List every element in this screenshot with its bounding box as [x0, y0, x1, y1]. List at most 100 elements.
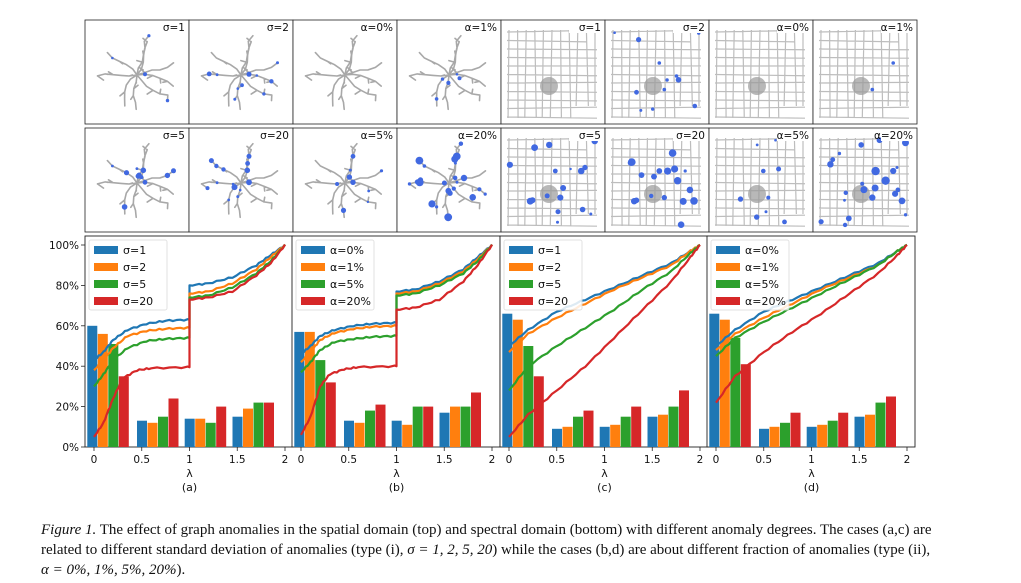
bar: [552, 428, 562, 447]
bar: [391, 420, 402, 447]
anomaly-node: [141, 168, 145, 172]
legend-entry: α=0%: [330, 244, 364, 257]
bar: [460, 406, 471, 447]
legend-swatch: [94, 280, 118, 288]
bar: [87, 325, 98, 447]
anomaly-node: [881, 176, 890, 185]
series-curve: [93, 244, 286, 438]
anomaly-node: [557, 194, 564, 201]
graph-dense-core: [644, 185, 662, 203]
anomaly-node: [143, 72, 147, 77]
bar: [184, 418, 195, 447]
legend-entry: σ=5: [123, 278, 146, 291]
x-tick-label: 1.5: [436, 454, 453, 466]
anomaly-node: [205, 186, 210, 191]
thumbnail-label: σ=1: [579, 22, 601, 34]
anomaly-node: [171, 168, 176, 174]
legend: α=0% α=1% α=5% α=20%: [295, 239, 375, 311]
anomaly-node: [860, 181, 865, 186]
anomaly-node: [674, 74, 679, 78]
bar: [439, 412, 450, 447]
anomaly-node: [221, 167, 226, 172]
bar: [264, 402, 274, 447]
thumbnail-label: α=0%: [777, 22, 809, 34]
x-axis-label: λ: [186, 467, 193, 480]
legend-swatch: [509, 297, 533, 305]
anomaly-node: [686, 186, 694, 194]
anomaly-node: [121, 204, 128, 210]
anomaly-node: [668, 149, 677, 157]
graph-dense-core: [540, 185, 558, 203]
anomaly-node: [634, 89, 639, 95]
x-tick-label: 0: [506, 454, 513, 466]
x-axis-label: λ: [808, 467, 815, 480]
anomaly-node: [111, 56, 114, 60]
anomaly-node: [367, 189, 371, 193]
thumbnail-label: α=5%: [361, 130, 393, 142]
chart-panel: 0 0.5 1 1.5 2 λ(b) α=0% α=1% α=5% α=20%: [291, 235, 501, 494]
caption-math-sigma: σ = 1, 2, 5, 20: [407, 542, 493, 558]
graph-dense-core: [852, 185, 870, 203]
bar: [668, 406, 679, 447]
bar: [97, 333, 108, 447]
anomaly-node: [206, 71, 212, 77]
x-tick-label: 2: [697, 454, 704, 466]
bar: [679, 390, 689, 447]
anomaly-node: [662, 87, 667, 92]
thumbnail-graph: σ=20: [188, 127, 294, 233]
bar: [875, 402, 886, 447]
anomaly-node: [546, 141, 553, 149]
y-tick-label: 80%: [56, 280, 79, 292]
x-tick-label: 1.5: [644, 454, 661, 466]
anomaly-node: [452, 187, 456, 191]
bar: [512, 319, 523, 447]
series-curve: [93, 244, 286, 388]
legend-swatch: [509, 263, 533, 271]
bar: [108, 344, 119, 447]
legend-box: [503, 239, 583, 311]
anomaly-node: [898, 197, 906, 205]
x-tick-label: 2: [904, 454, 911, 466]
anomaly-node: [556, 220, 559, 224]
anomaly-node: [869, 194, 876, 201]
anomaly-node: [346, 174, 353, 180]
graph-dense-core: [540, 77, 558, 95]
legend-entry: α=1%: [330, 261, 364, 274]
thumbnail-graph: α=20%: [812, 127, 918, 233]
thumbnail-graph: α=5%: [292, 127, 398, 233]
legend: σ=1 σ=2 σ=5 σ=20: [503, 239, 583, 311]
legend: σ=1 σ=2 σ=5 σ=20: [88, 239, 168, 311]
anomaly-node: [255, 74, 259, 77]
anomaly-node: [245, 161, 250, 166]
bar: [838, 412, 849, 447]
bar: [315, 360, 326, 447]
anomaly-node: [843, 190, 848, 195]
anomaly-node: [366, 200, 370, 204]
bar: [375, 404, 386, 447]
anomaly-node: [340, 207, 347, 213]
bar: [205, 422, 216, 447]
chart-panel: 0 0.5 1 1.5 2 λ(d) α=0% α=1% α=5% α=20%: [706, 235, 916, 494]
thumbnail-label-bg: [153, 21, 188, 33]
graph-dense-core: [748, 77, 766, 95]
anomaly-node: [633, 197, 640, 204]
thumbnail-graph: σ=1: [500, 19, 606, 125]
series-curve: [93, 243, 286, 361]
legend-swatch: [94, 297, 118, 305]
anomaly-node: [215, 73, 219, 77]
anomaly-node: [276, 61, 279, 65]
bar: [118, 376, 129, 447]
anomaly-node: [422, 164, 427, 168]
anomaly-node: [244, 167, 251, 174]
anomaly-node: [240, 83, 244, 88]
anomaly-node: [671, 165, 679, 173]
thumbnail-label-bg: [777, 21, 812, 33]
anomaly-node: [843, 198, 846, 202]
thumbnail-label: α=1%: [465, 22, 497, 34]
anomaly-node: [827, 161, 834, 168]
thumbnail-graph: α=5%: [708, 127, 814, 233]
thumbnail-label: σ=5: [579, 130, 601, 142]
x-tick-label: 1: [601, 454, 608, 466]
anomaly-node: [460, 174, 468, 182]
x-tick-label: 1.5: [229, 454, 246, 466]
